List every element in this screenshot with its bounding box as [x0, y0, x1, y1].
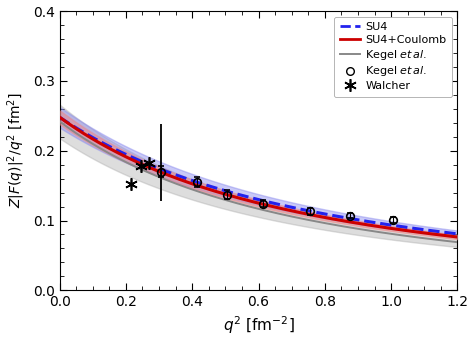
X-axis label: $q^2\ [\mathrm{fm}^{-2}]$: $q^2\ [\mathrm{fm}^{-2}]$	[223, 315, 294, 337]
Legend: SU4, SU4+Coulomb, Kegel $et\,al.$, Kegel $et\,al.$, Walcher: SU4, SU4+Coulomb, Kegel $et\,al.$, Kegel…	[334, 17, 452, 97]
Y-axis label: $Z|F(q)|^2/q^2\ [\mathrm{fm}^2]$: $Z|F(q)|^2/q^2\ [\mathrm{fm}^2]$	[6, 93, 27, 209]
